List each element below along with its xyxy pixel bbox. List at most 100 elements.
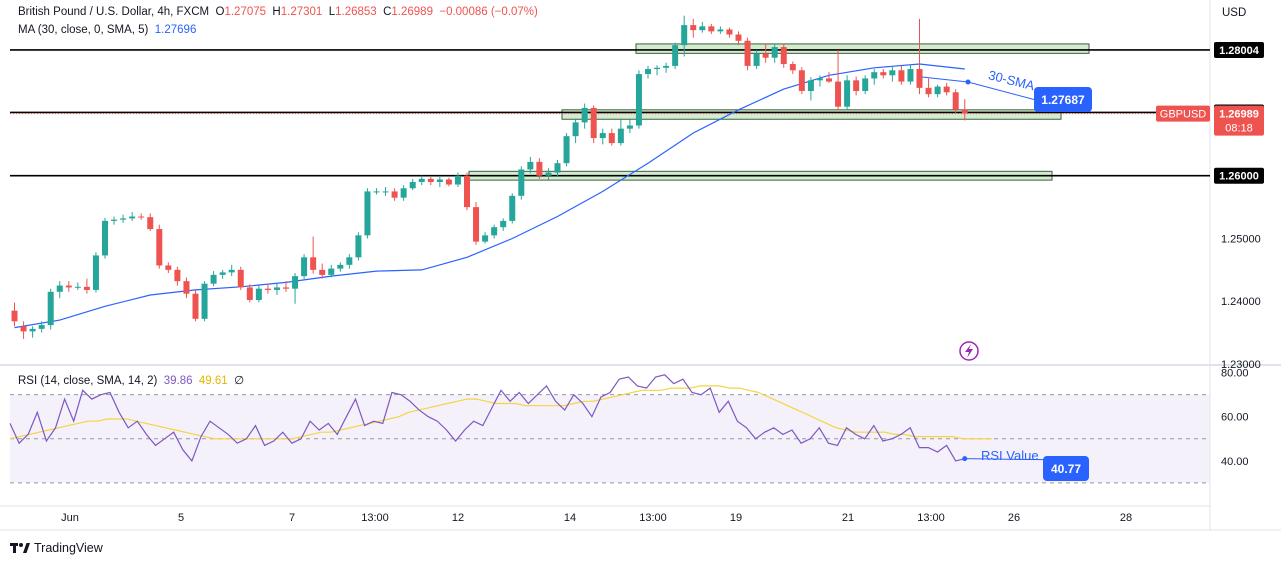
price-tick-label: 1.25000 xyxy=(1221,233,1261,245)
currency-label: USD xyxy=(1222,7,1247,19)
rsi-tick-label: 40.00 xyxy=(1221,456,1249,468)
candle-down xyxy=(264,288,271,290)
candle-down xyxy=(165,265,172,270)
candle-up xyxy=(771,47,778,58)
sma-annotation-text: 30-SMA xyxy=(987,67,1037,93)
candle-down xyxy=(952,92,959,110)
candle-up xyxy=(102,220,108,256)
candle-down xyxy=(762,53,769,58)
candle-down xyxy=(391,191,398,198)
tradingview-icon xyxy=(10,543,30,553)
rsi-value-label: 40.77 xyxy=(1051,462,1081,476)
time-tick-label: 21 xyxy=(842,512,854,524)
tradingview-logo[interactable]: TradingView xyxy=(10,541,103,555)
candle-up xyxy=(29,328,36,332)
sma-callout-line xyxy=(921,76,969,83)
candle-down xyxy=(853,80,860,91)
candle-down xyxy=(192,293,199,319)
rsi-legend-label: RSI (14, close, SMA, 14, 2) xyxy=(18,375,158,387)
candle-up xyxy=(201,283,208,319)
rsi-callout-line xyxy=(964,458,1045,461)
candle-down xyxy=(798,70,805,91)
candle-up xyxy=(355,235,362,258)
level-price-tag xyxy=(1214,167,1264,184)
time-tick-label: 13:00 xyxy=(917,512,945,524)
ohlc-close-label: C xyxy=(383,6,392,18)
candle-up xyxy=(56,285,63,292)
candle-up xyxy=(545,172,552,176)
candle-up xyxy=(38,325,45,329)
candle-up xyxy=(301,257,308,277)
candle-up xyxy=(635,74,642,126)
candle-up xyxy=(120,218,127,220)
candle-down xyxy=(237,269,244,288)
candle-down xyxy=(925,87,932,95)
candle-up xyxy=(482,235,489,242)
symbol-tag-label: GBPUSD xyxy=(1160,109,1207,121)
time-tick-label: 13:00 xyxy=(639,512,667,524)
symbol-header: British Pound / U.S. Dollar, 4h, FXCM O1… xyxy=(18,6,538,18)
candle-up xyxy=(816,78,823,81)
candle-down xyxy=(744,40,751,66)
candle-down xyxy=(464,175,470,208)
candle-up xyxy=(337,264,344,269)
ohlc-close-value: 1.26989 xyxy=(391,6,433,18)
sma-value-label: 1.27687 xyxy=(1041,93,1085,107)
candle-up xyxy=(111,219,118,221)
candle-down xyxy=(20,326,27,332)
candle-up xyxy=(862,78,869,91)
rsi-line xyxy=(9,374,965,463)
candle-down xyxy=(780,47,787,65)
ohlc-low-value: 1.26853 xyxy=(335,6,377,18)
time-tick-label: Jun xyxy=(61,512,79,524)
candle-down xyxy=(898,70,905,82)
candle-up xyxy=(228,269,235,273)
candle-up xyxy=(273,287,280,290)
candle-up xyxy=(934,86,941,95)
candle-down xyxy=(174,269,181,282)
candle-up xyxy=(373,191,380,193)
candle-up xyxy=(292,276,299,289)
candle-down xyxy=(83,286,90,290)
candle-up xyxy=(617,128,624,144)
candle-up xyxy=(509,195,516,221)
price-tick-label: 1.28004 xyxy=(1219,45,1260,57)
candle-down xyxy=(590,107,597,139)
time-tick-label: 13:00 xyxy=(361,512,389,524)
candle-up xyxy=(672,45,679,66)
candle-down xyxy=(789,64,796,71)
candle-down xyxy=(427,178,434,182)
candle-down xyxy=(156,229,163,266)
candle-up xyxy=(47,291,54,326)
symbol-title: British Pound / U.S. Dollar, 4h, FXCM xyxy=(18,6,210,18)
candle-up xyxy=(654,67,661,70)
ohlc-low-label: L xyxy=(328,6,336,18)
candle-up xyxy=(645,69,651,75)
candle-up xyxy=(74,286,81,288)
ohlc-change: −0.00086 (−0.07%) xyxy=(439,6,538,18)
candle-up xyxy=(907,69,914,82)
rsi-value-box xyxy=(1043,456,1089,481)
candle-down xyxy=(283,287,289,289)
time-tick-label: 14 xyxy=(564,512,576,524)
ma-legend-label: MA (30, close, 0, SMA, 5) xyxy=(18,24,149,36)
candle-up xyxy=(500,220,507,228)
candle-down xyxy=(708,26,715,32)
sma-value-box xyxy=(1034,87,1092,112)
candle-up xyxy=(563,136,570,164)
rsi-tick-label: 60.00 xyxy=(1221,412,1249,424)
horizontal-levels xyxy=(10,49,1210,177)
rsi-pane: 40.00 60.00 80.00 xyxy=(9,368,1249,484)
candle-down xyxy=(826,78,832,82)
candle-down xyxy=(445,179,452,185)
candle-up xyxy=(889,70,896,76)
brand-name: TradingView xyxy=(34,541,103,555)
candle-up xyxy=(807,80,814,91)
rsi-legend-value: 39.86 xyxy=(163,375,193,387)
ohlc-high-value: 1.27301 xyxy=(280,6,323,18)
candle-down xyxy=(690,25,697,31)
candle-down xyxy=(65,285,72,288)
candle-down xyxy=(319,269,326,275)
candle-up xyxy=(400,188,407,198)
